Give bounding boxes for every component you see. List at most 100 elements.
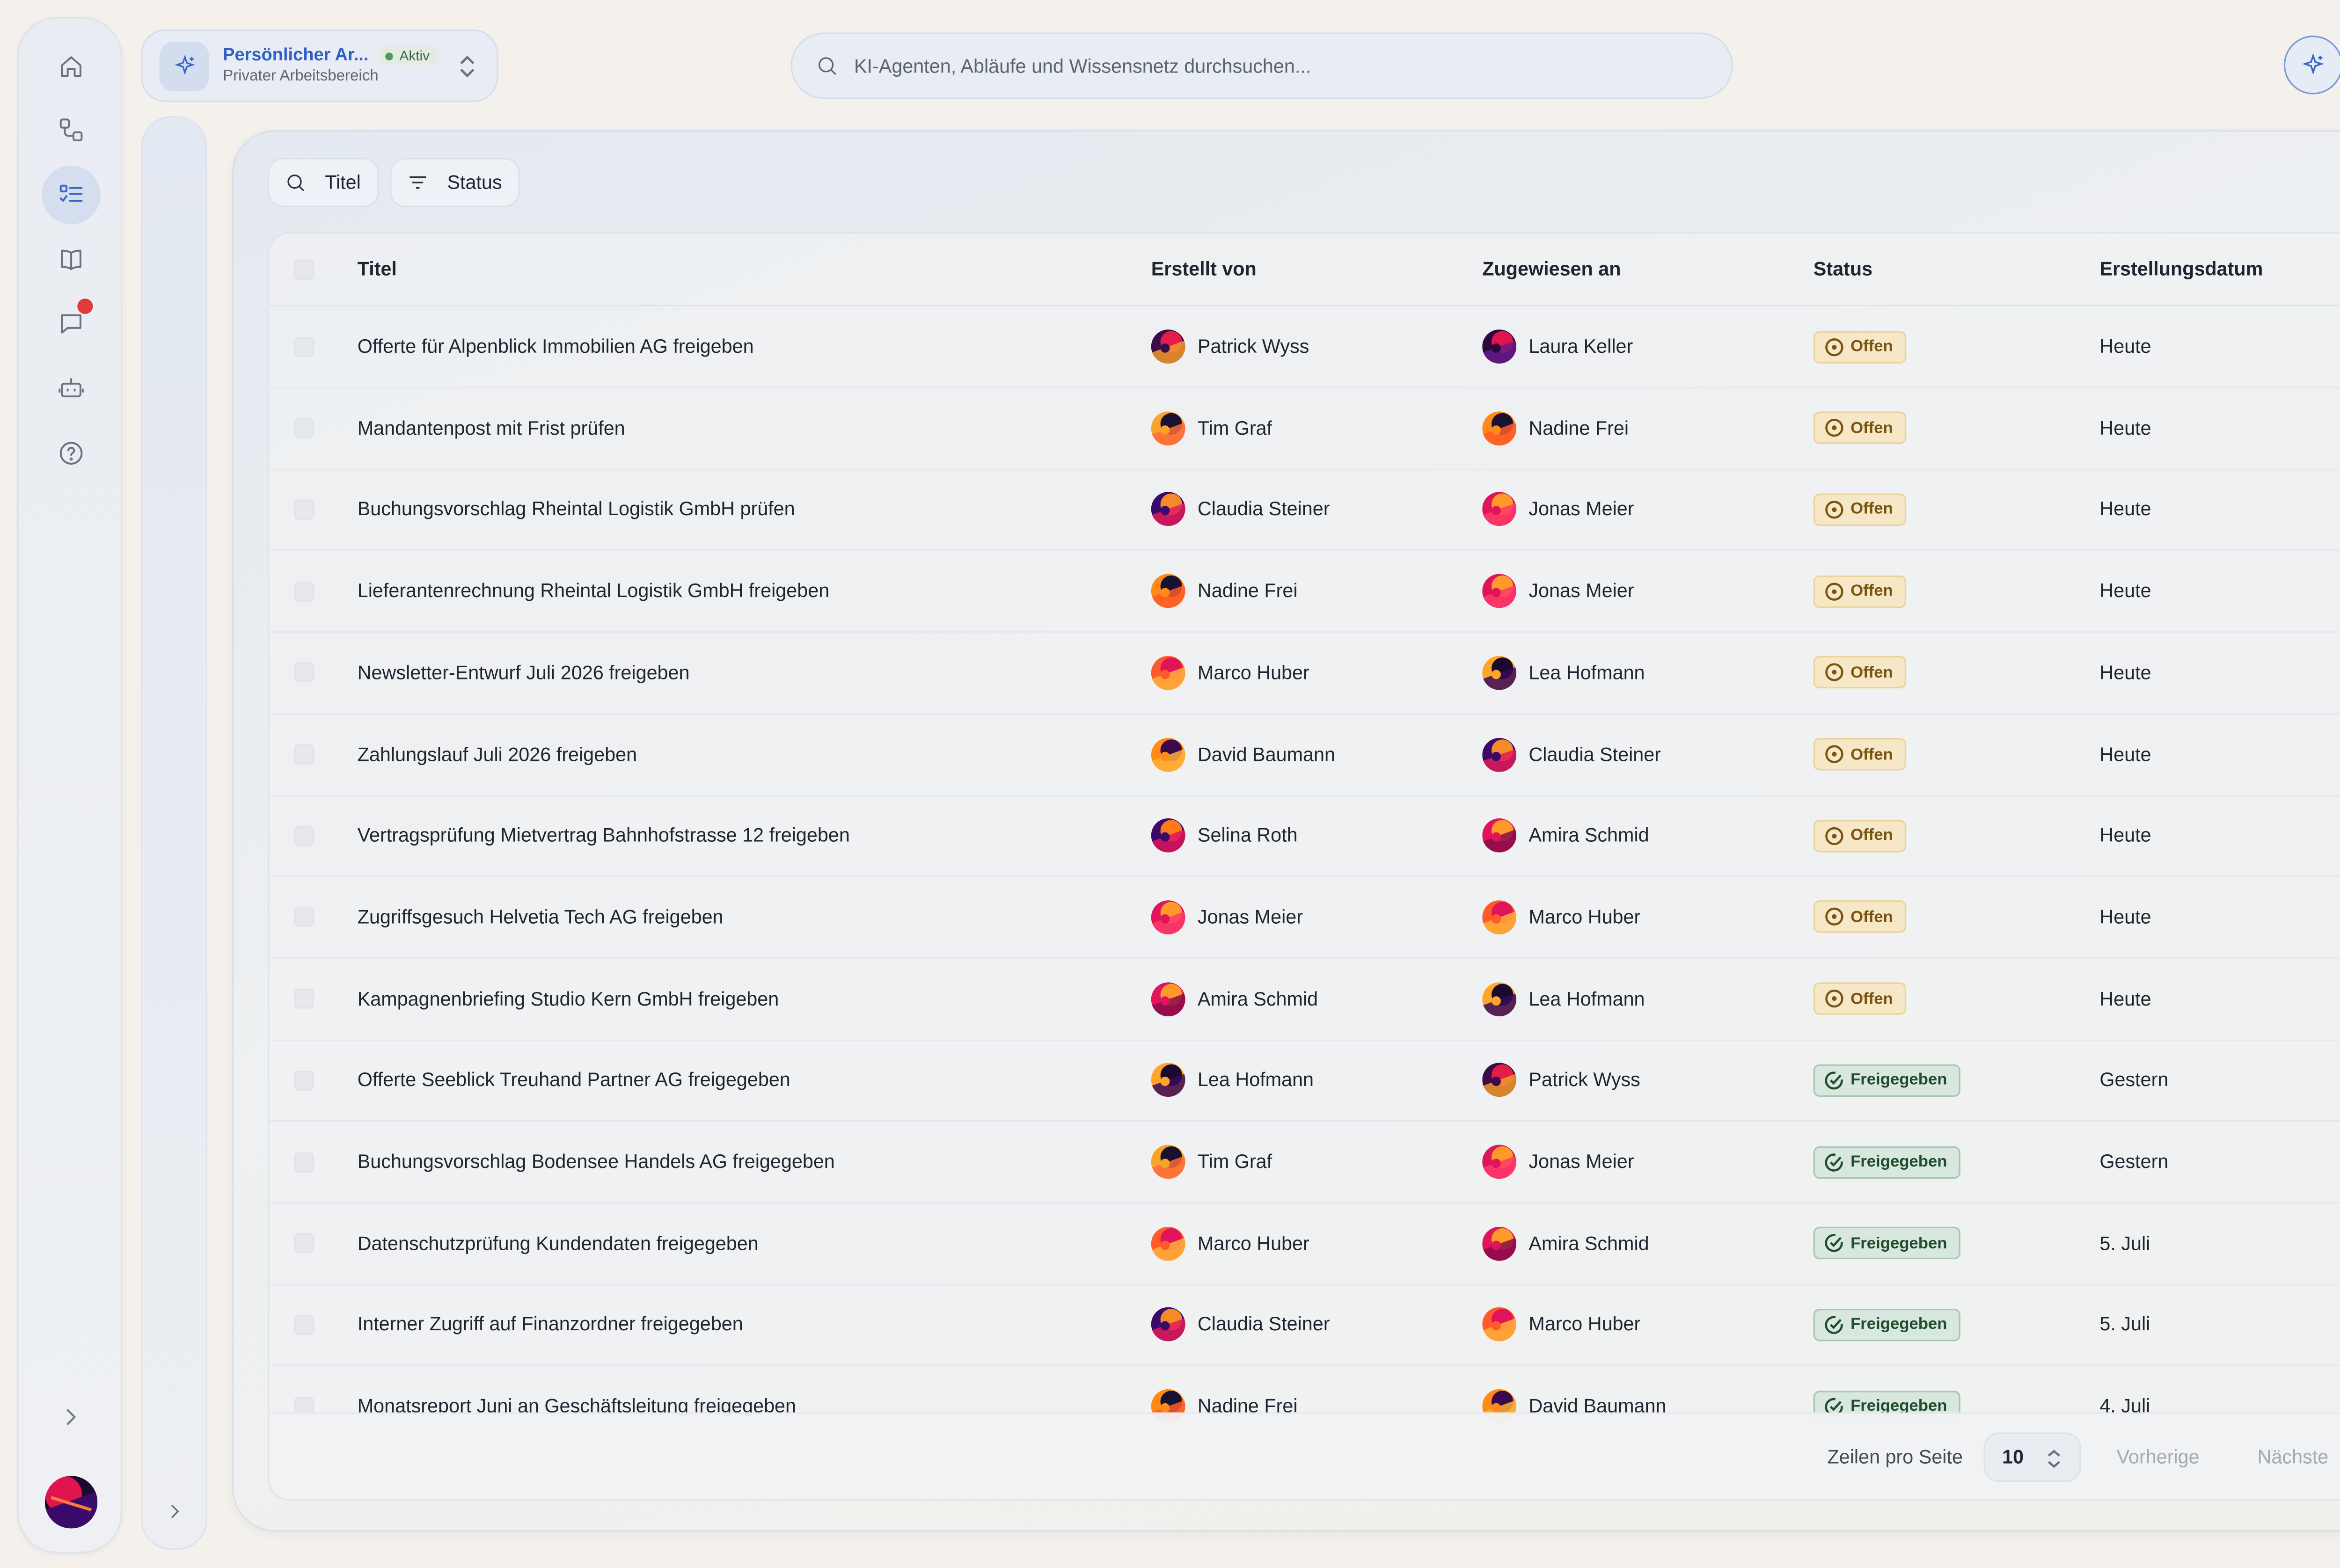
clock-circle-icon	[1824, 989, 1850, 1009]
avatar	[1482, 737, 1516, 772]
created-by-name: Lea Hofmann	[1197, 1069, 1314, 1091]
row-checkbox[interactable]	[294, 988, 314, 1009]
column-header-title[interactable]: Titel	[357, 258, 397, 280]
workspace-switcher[interactable]: Persönlicher Ar... Aktiv Privater Arbeit…	[140, 29, 498, 102]
nav-help[interactable]	[42, 424, 101, 483]
status-cell: Offen	[1813, 330, 1907, 363]
avatar	[1151, 574, 1185, 608]
rows-per-page-select[interactable]: 10	[1983, 1432, 2081, 1482]
table-row[interactable]: Zugriffsgesuch Helvetia Tech AG freigebe…	[269, 877, 2340, 959]
assigned-to-name: Claudia Steiner	[1528, 743, 1661, 765]
row-checkbox[interactable]	[294, 418, 314, 438]
avatar	[1482, 1307, 1516, 1342]
assigned-to-name: Marco Huber	[1528, 906, 1641, 928]
workspace-subtitle: Privater Arbeitsbereich	[223, 68, 379, 85]
table-row[interactable]: Lieferantenrechnung Rheintal Logistik Gm…	[269, 551, 2340, 633]
expand-nav-button[interactable]	[42, 1388, 101, 1447]
created-by-name: Claudia Steiner	[1197, 1314, 1330, 1336]
row-checkbox[interactable]	[294, 907, 314, 927]
user-avatar[interactable]	[44, 1476, 98, 1529]
row-checkbox[interactable]	[294, 825, 314, 846]
nav-knowledge[interactable]	[42, 231, 101, 290]
previous-page-button[interactable]: Vorherige	[2116, 1446, 2200, 1468]
nav-chat[interactable]	[42, 294, 101, 353]
avatar	[1151, 1226, 1185, 1261]
search-icon	[818, 57, 836, 75]
status-cell: Offen	[1813, 656, 1907, 689]
task-title: Mandantenpost mit Frist prüfen	[357, 417, 625, 439]
assigned-to-name: Laura Keller	[1528, 335, 1633, 357]
next-page-button[interactable]: Nächste	[2257, 1446, 2329, 1468]
column-header-assigned-to[interactable]: Zugewiesen an	[1482, 258, 1621, 280]
clock-circle-icon	[1824, 500, 1850, 520]
table-row[interactable]: Buchungsvorschlag Rheintal Logistik GmbH…	[269, 469, 2340, 552]
status-cell: Freigegeben	[1813, 1145, 1961, 1178]
status-cell: Offen	[1813, 493, 1907, 526]
avatar-art	[44, 1476, 98, 1529]
table-row[interactable]: Mandantenpost mit Frist prüfen Tim Graf Na…	[269, 388, 2340, 470]
created-date: Heute	[2099, 580, 2151, 602]
nav-workflows[interactable]	[42, 101, 101, 160]
row-checkbox[interactable]	[294, 744, 314, 765]
avatar	[1151, 982, 1185, 1016]
table-row[interactable]: Zahlungslauf Juli 2026 freigeben David Ba…	[269, 714, 2340, 796]
created-by-cell: Marco Huber	[1151, 1226, 1309, 1261]
main-content: Titel Status Titel Erstellt von Zugewies…	[232, 130, 2340, 1532]
created-date: Heute	[2099, 824, 2151, 847]
column-header-status[interactable]: Status	[1813, 258, 1873, 280]
search-input[interactable]	[854, 55, 1690, 77]
status-cell: Offen	[1813, 575, 1907, 607]
task-title: Lieferantenrechnung Rheintal Logistik Gm…	[357, 580, 830, 602]
table-row[interactable]: Datenschutzprüfung Kundendaten freigegeb…	[269, 1203, 2340, 1285]
created-by-name: Claudia Steiner	[1197, 498, 1330, 521]
pagination: Zeilen pro Seite 10 Vorherige Nächste	[269, 1412, 2340, 1499]
avatar	[1151, 1307, 1185, 1342]
row-checkbox[interactable]	[294, 662, 314, 683]
ai-assistant-button[interactable]	[2283, 36, 2340, 95]
secondary-panel	[140, 116, 208, 1550]
row-checkbox[interactable]	[294, 499, 314, 520]
row-checkbox[interactable]	[294, 1233, 314, 1254]
table-row[interactable]: Newsletter-Entwurf Juli 2026 freigeben Ma…	[269, 633, 2340, 715]
table-row[interactable]: Buchungsvorschlag Bodensee Handels AG fr…	[269, 1122, 2340, 1204]
column-header-created-date[interactable]: Erstellungsdatum	[2099, 258, 2263, 280]
created-date: 5. Juli	[2099, 1314, 2150, 1336]
nav-agents[interactable]	[42, 359, 101, 418]
row-checkbox[interactable]	[294, 581, 314, 601]
assigned-to-name: Jonas Meier	[1528, 498, 1634, 521]
workflow-icon	[59, 118, 83, 142]
avatar	[1151, 737, 1185, 772]
created-by-cell: Nadine Frei	[1151, 574, 1298, 608]
status-badge: Offen	[1813, 575, 1907, 607]
column-header-created-by[interactable]: Erstellt von	[1151, 258, 1257, 280]
nav-home[interactable]	[42, 37, 101, 96]
status-badge: Freigegeben	[1813, 1308, 1961, 1342]
task-title: Zahlungslauf Juli 2026 freigeben	[357, 743, 637, 765]
avatar	[1151, 818, 1185, 853]
expand-panel-button[interactable]	[162, 1499, 187, 1524]
row-checkbox[interactable]	[294, 1314, 314, 1335]
clock-circle-icon	[1824, 907, 1850, 927]
title-filter-button[interactable]: Titel	[267, 158, 380, 208]
help-icon	[59, 442, 83, 465]
row-checkbox[interactable]	[294, 1152, 314, 1172]
table-row[interactable]: Vertragsprüfung Mietvertrag Bahnhofstras…	[269, 795, 2340, 878]
created-date: Heute	[2099, 988, 2151, 1010]
status-filter-button[interactable]: Status	[390, 158, 521, 208]
table-row[interactable]: Interner Zugriff auf Finanzordner freige…	[269, 1284, 2340, 1367]
status-cell: Freigegeben	[1813, 1227, 1961, 1260]
row-checkbox[interactable]	[294, 1070, 314, 1091]
avatar	[1151, 656, 1185, 690]
nav-tasks[interactable]	[42, 165, 101, 225]
table-row[interactable]: Offerte Seeblick Treuhand Partner AG fre…	[269, 1040, 2340, 1122]
select-all-checkbox[interactable]	[294, 259, 314, 279]
created-by-cell: Patrick Wyss	[1151, 329, 1309, 364]
table-row[interactable]: Offerte für Alpenblick Immobilien AG fre…	[269, 306, 2340, 388]
table-row[interactable]: Kampagnenbriefing Studio Kern GmbH freig…	[269, 958, 2340, 1041]
status-cell: Offen	[1813, 901, 1907, 934]
created-by-name: Marco Huber	[1197, 1232, 1309, 1254]
avatar	[1482, 1145, 1516, 1179]
chevron-up-down-icon	[456, 54, 478, 79]
task-title: Kampagnenbriefing Studio Kern GmbH freig…	[357, 988, 779, 1010]
row-checkbox[interactable]	[294, 336, 314, 357]
